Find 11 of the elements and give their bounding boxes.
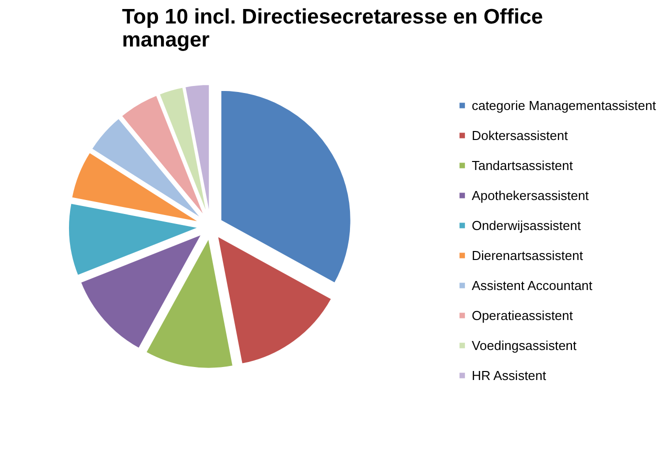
legend-label: categorie Managementassistent: [472, 97, 656, 113]
legend-label: Doktersassistent: [472, 127, 568, 143]
legend-label: HR Assistent: [472, 367, 546, 383]
legend-label: Voedingsassistent: [472, 337, 577, 353]
legend-label: Apothekersassistent: [472, 187, 589, 203]
legend-label: Tandartsassistent: [472, 157, 573, 173]
legend-label: Assistent Accountant: [472, 277, 592, 293]
legend-label: Onderwijsassistent: [472, 217, 581, 233]
chart-title: Top 10 incl. Directiesecretaresse en Office manager: [122, 6, 543, 52]
legend-label: Operatieassistent: [472, 307, 573, 323]
legend-label: Dierenartsassistent: [472, 247, 583, 263]
